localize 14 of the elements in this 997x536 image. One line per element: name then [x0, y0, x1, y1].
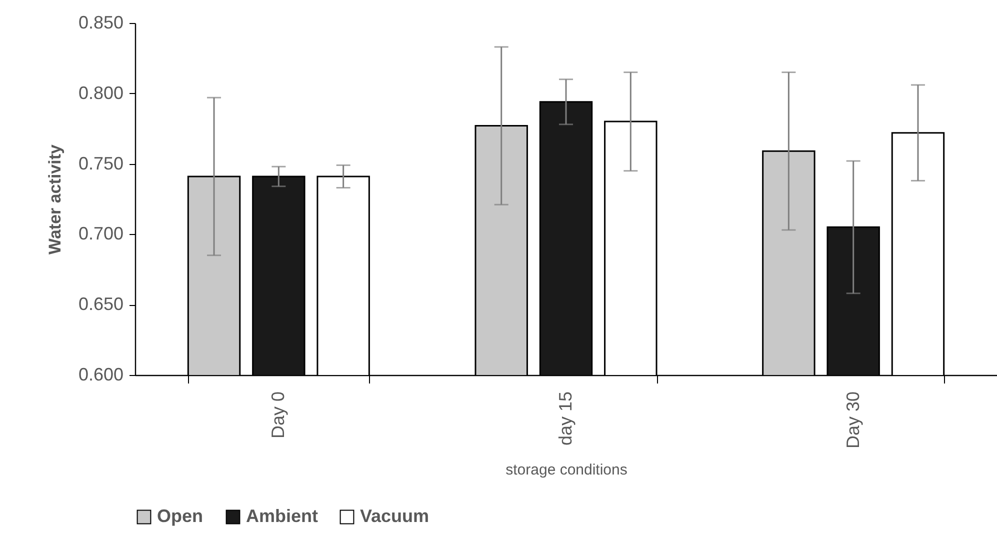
legend-label: Open — [157, 506, 204, 526]
y-tick-label: 0.600 — [78, 364, 124, 384]
x-tick-label: Day 30 — [842, 392, 863, 449]
legend-label: Vacuum — [360, 506, 430, 526]
y-tick-label: 0.650 — [78, 294, 124, 314]
y-tick-label: 0.700 — [78, 224, 124, 244]
y-tick-label: 0.800 — [78, 82, 124, 103]
legend-label: Ambient — [246, 506, 318, 526]
x-tick-label: day 15 — [556, 392, 576, 446]
y-tick-label: 0.750 — [78, 153, 124, 174]
y-axis-title: Water activity — [45, 144, 64, 254]
y-tick-label: 0.850 — [78, 12, 124, 32]
x-axis-title: storage conditions — [506, 462, 628, 479]
x-tick-label: Day 0 — [268, 392, 288, 439]
